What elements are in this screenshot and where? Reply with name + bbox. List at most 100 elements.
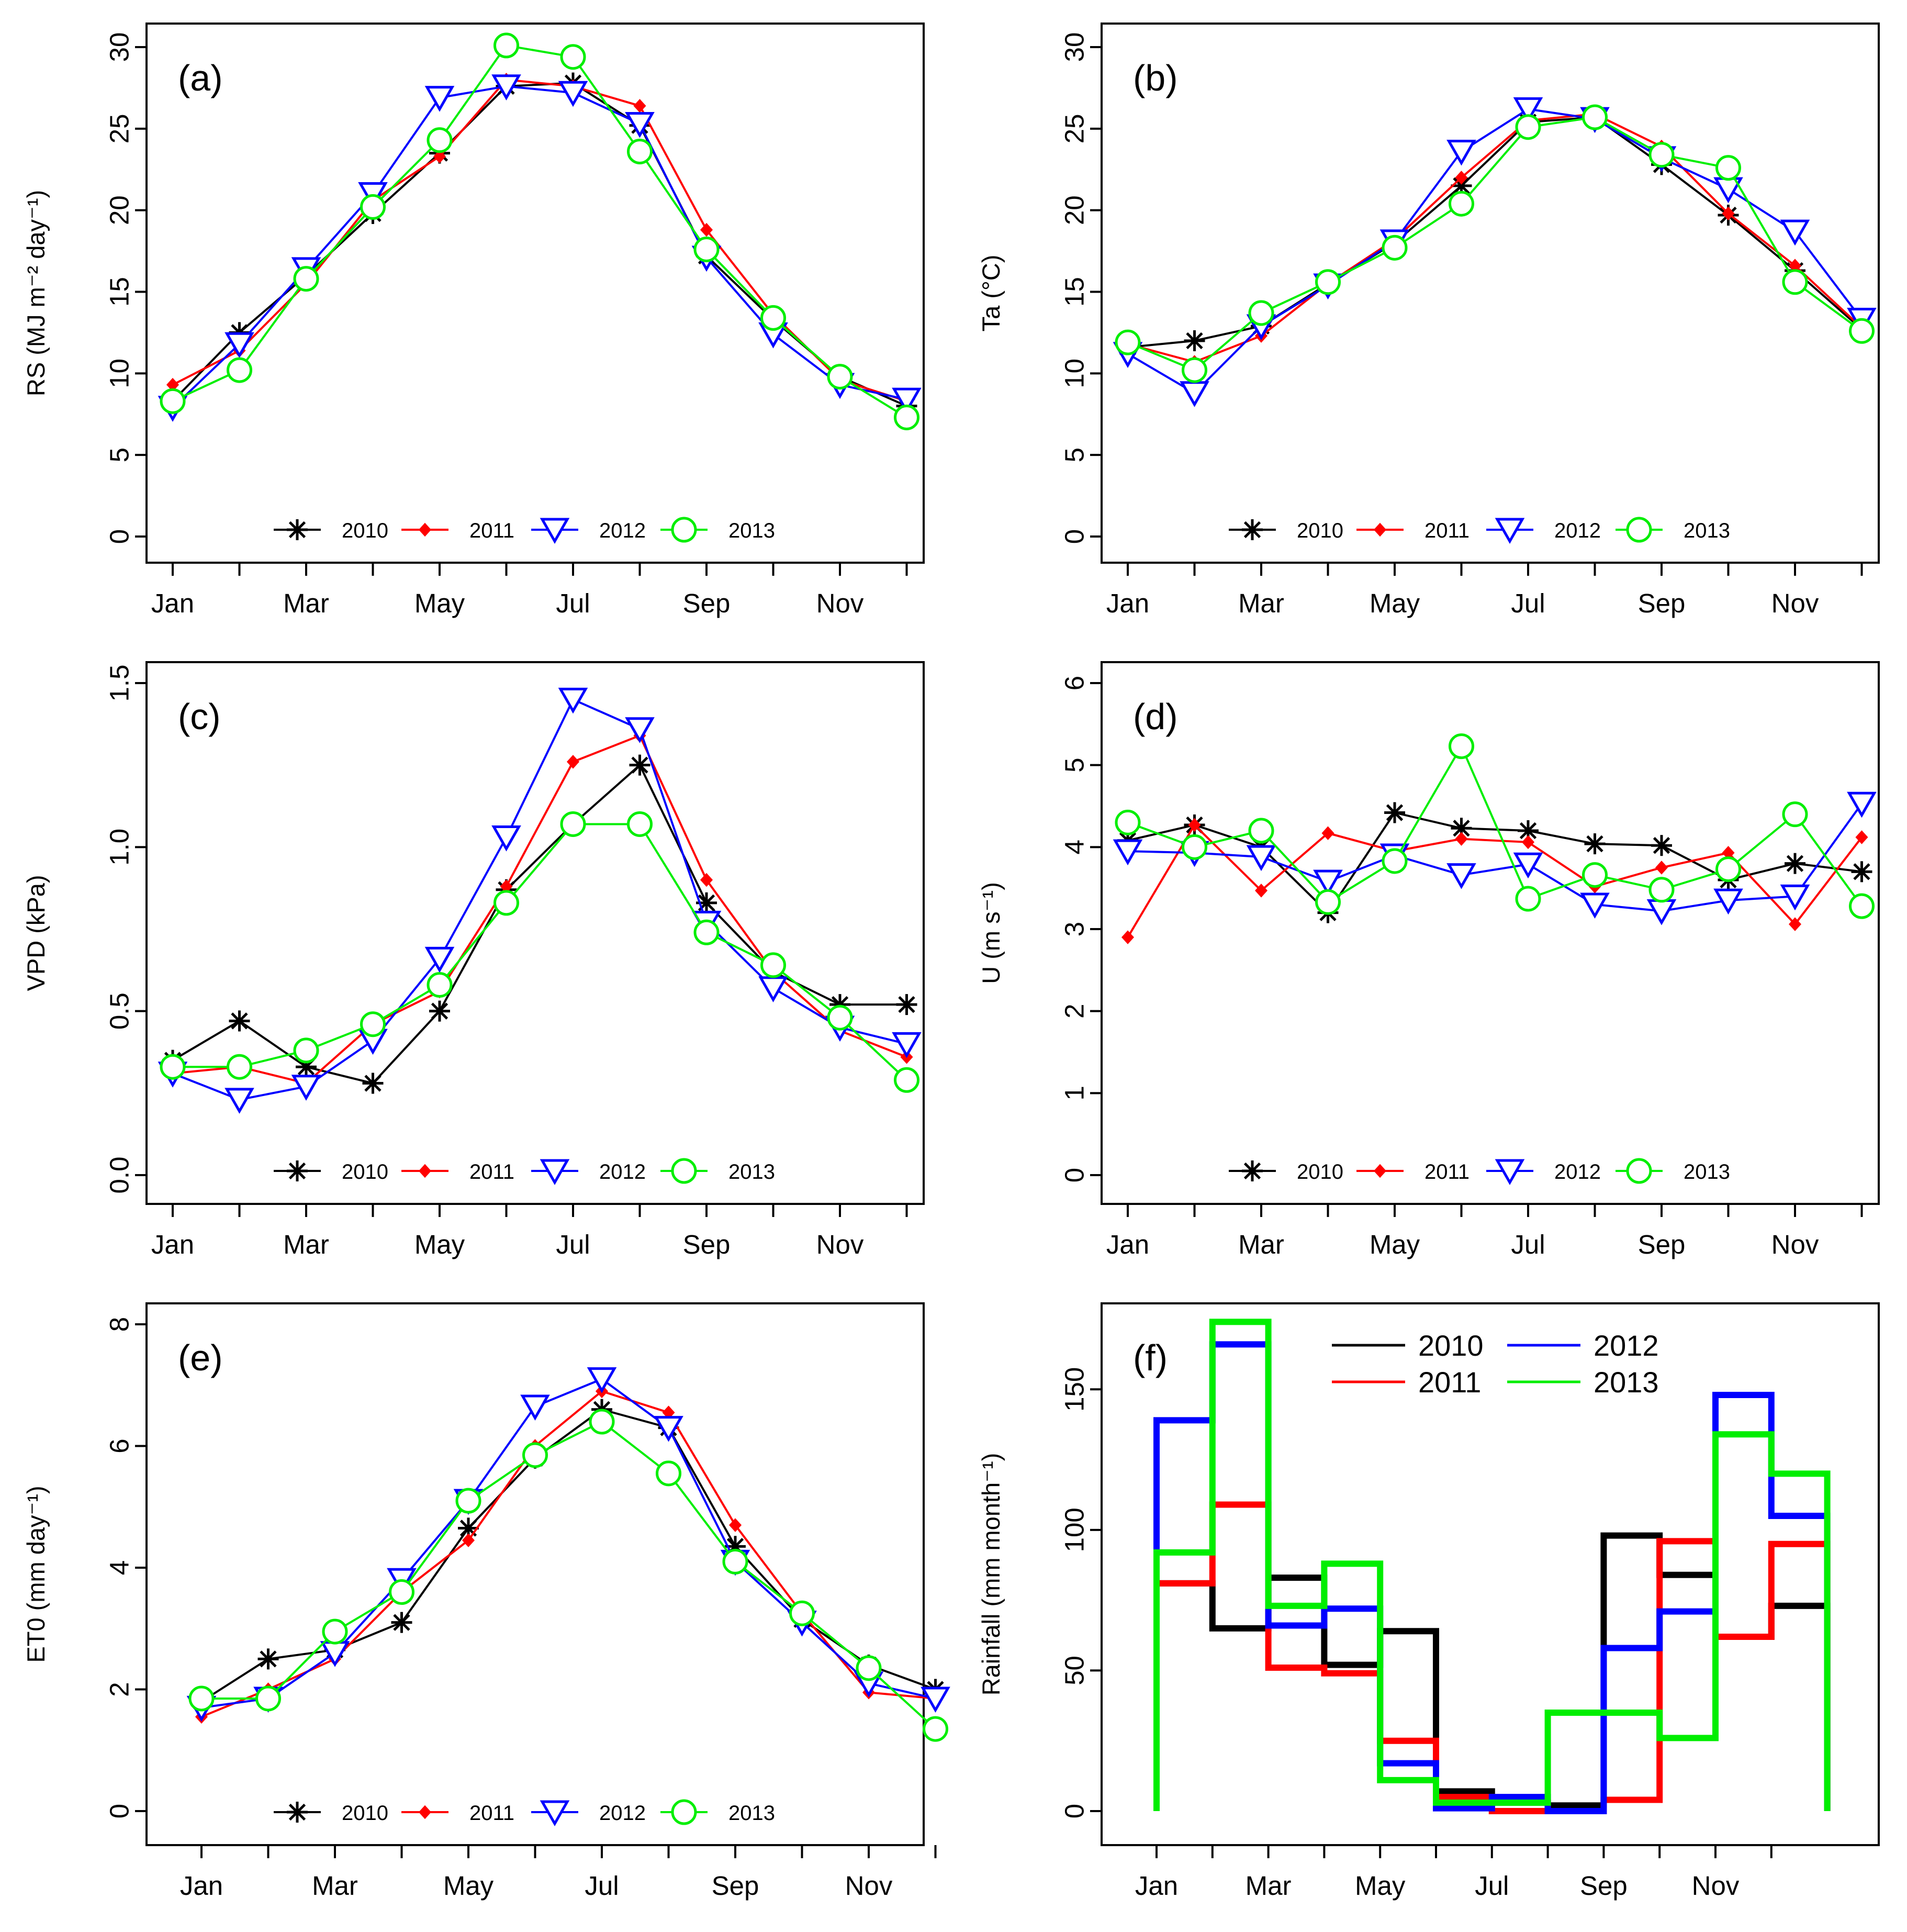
data-point [1580,892,1610,919]
legend-label: 2011 [469,1802,514,1825]
x-tick-label: Sep [1638,1230,1686,1259]
x-tick-label: Nov [816,588,864,618]
legend-marker [540,1800,570,1827]
legend-label: 2013 [728,1802,775,1825]
data-point [1455,171,1468,185]
data-point [760,305,786,331]
y-tick-label: 1 [1059,1086,1089,1100]
data-point [856,1655,882,1681]
data-point [1515,114,1541,140]
series-line [1127,803,1863,912]
data-point [625,111,655,138]
legend-item-2012: 2012 [1507,1329,1659,1362]
y-axis: 0.0 0.5 1.0 1.5 VPD (kPa) [22,665,147,1193]
data-point [427,127,453,153]
legend-label: 2011 [469,1160,514,1183]
series-line [172,44,907,419]
legend-label: 2011 [1418,1366,1481,1399]
x-tick-label: Jul [1511,588,1545,618]
legend-item-2011: 2011 [1356,1160,1469,1183]
x-tick-label: Mar [1238,588,1284,618]
legend-label: 2010 [1297,1160,1343,1183]
legend-item-2013: 2013 [660,1158,775,1184]
data-point [160,388,186,414]
data-point [629,754,650,776]
legend-marker [540,1159,570,1186]
series-2011 [166,729,913,1090]
y-axis-title: RS (MJ m⁻² day⁻¹) [22,190,50,396]
x-axis: Jan Mar May Jul Sep Nov [151,563,908,618]
legend-item-2011: 2011 [401,1802,514,1825]
data-point [1188,818,1201,832]
data-point [1713,888,1743,915]
star-stroke [1586,835,1603,853]
data-point [433,149,446,164]
data-point [1849,318,1875,344]
data-point [1715,856,1741,883]
data-point [493,890,519,916]
data-point [391,1612,412,1633]
legend: 2010 2011 2012 2013 [1332,1329,1659,1399]
data-point [1315,889,1341,915]
x-tick-label: Nov [1692,1871,1740,1901]
y-tick-label: 0.5 [104,992,134,1030]
data-point [424,86,455,112]
y-axis-title: Rainfall (mm month⁻¹) [977,1453,1005,1696]
series-line [1153,1532,1831,1811]
data-point [1382,234,1408,261]
star-stroke [1653,837,1670,854]
y-tick-label: 6 [1059,676,1089,690]
y-tick-label: 3 [1059,922,1089,936]
series-line [173,823,907,1081]
data-point [293,1037,319,1064]
x-tick-label: Sep [1580,1871,1628,1901]
x-tick-label: Nov [1771,588,1819,618]
data-point [462,1533,475,1547]
data-point [188,1685,215,1712]
y-tick-label: 4 [1059,840,1089,854]
data-point [322,1618,348,1645]
data-point [1449,191,1474,217]
star-stroke [1786,855,1804,872]
legend-item-2010: 2010 [274,1802,388,1825]
x-tick-label: Mar [1238,1230,1284,1259]
series-2011 [166,73,913,408]
panel-label: (d) [1133,696,1178,737]
legend-marker [1373,1164,1387,1178]
series-line [1127,113,1863,363]
y-tick-label: 0 [1059,1804,1089,1818]
data-point [1455,832,1468,846]
data-point [558,687,588,714]
data-point [758,976,788,1002]
legend-label: 2013 [728,1160,775,1183]
legend-item-2012: 2012 [531,1800,646,1827]
y-tick-label: 8 [104,1317,134,1332]
plot-frame [145,1302,925,1846]
x-tick-label: May [1370,1230,1420,1259]
series-2013 [1153,1319,1831,1811]
data-point [1446,139,1476,166]
x-tick-label: Jan [151,588,194,618]
legend-marker [1495,1159,1525,1186]
data-point [1648,877,1675,903]
legend-label: 2010 [342,1802,388,1825]
y-tick-label: 5 [1059,448,1089,462]
y-tick-label: 25 [104,114,134,143]
x-tick-label: Jan [180,1871,223,1901]
data-point [1115,809,1141,835]
data-point [789,1600,815,1626]
data-point [491,74,521,100]
y-tick-label: 15 [1059,277,1089,307]
legend-marker [418,522,432,537]
legend-item-2010: 2010 [274,519,388,542]
legend-item-2011: 2011 [1332,1366,1481,1399]
data-point [293,266,319,292]
legend-label: 2013 [1594,1366,1659,1399]
panel-label: (a) [178,58,223,98]
x-tick-label: Nov [1771,1230,1819,1259]
legend-item-2012: 2012 [531,518,646,544]
data-point [1785,853,1805,874]
legend-marker [540,518,570,544]
star-stroke [231,1012,248,1030]
